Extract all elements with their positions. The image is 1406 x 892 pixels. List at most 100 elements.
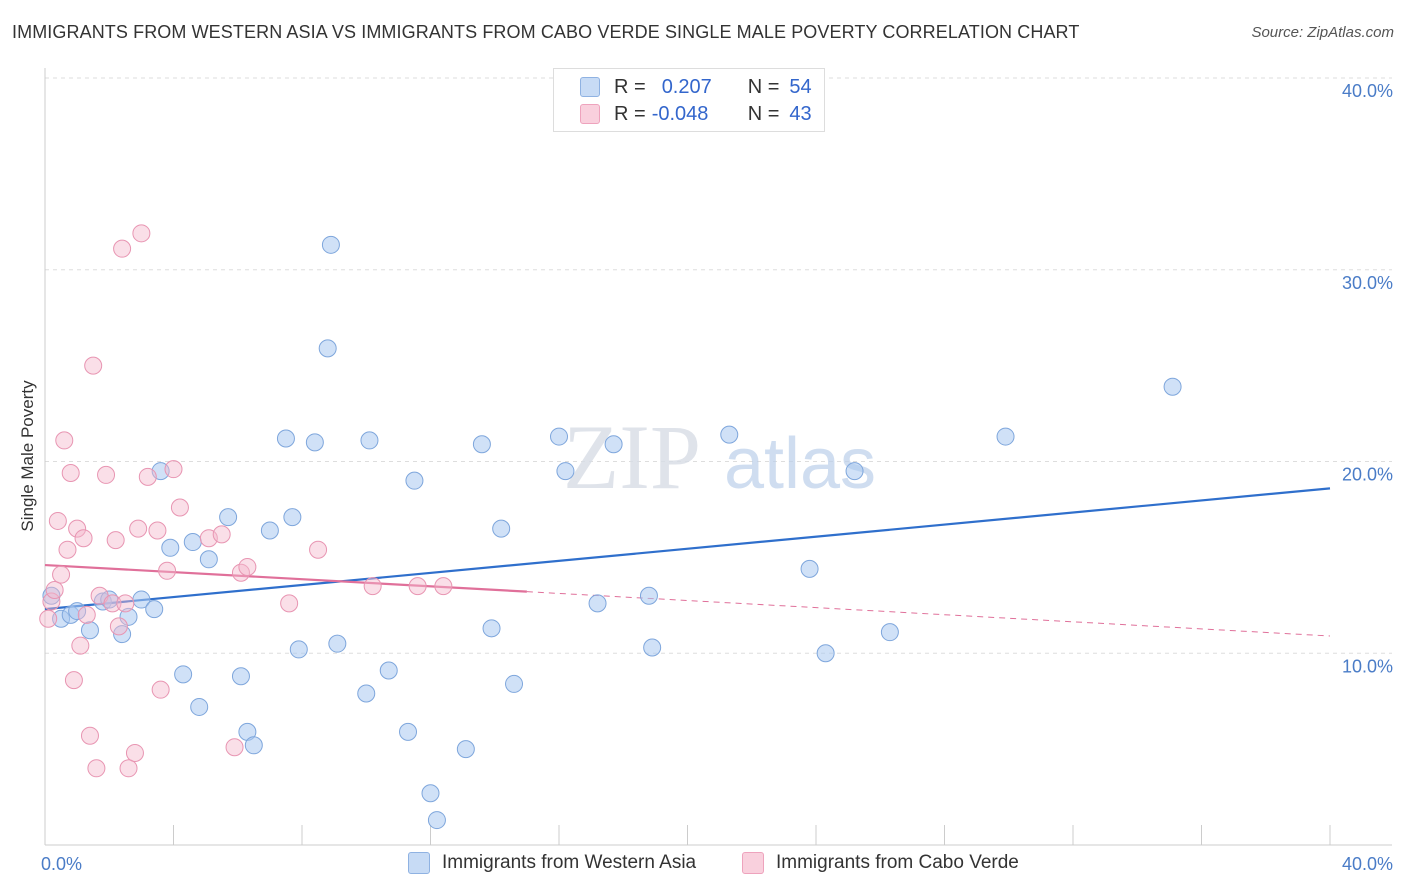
point-western-asia [800,559,819,578]
point-cabo-verde [238,557,257,576]
point-western-asia [318,339,337,358]
y-tick-label: 10.0% [1342,656,1393,676]
legend-r-key: R = [614,102,646,125]
x-tick-label: 0.0% [41,854,82,874]
point-cabo-verde [77,605,96,624]
legend-swatch-blue [580,77,600,97]
series-legend-cabo-verde: Immigrants from Cabo Verde [742,852,1019,874]
point-cabo-verde [408,577,427,596]
source-label: Source: ZipAtlas.com [1251,24,1394,41]
point-cabo-verde [42,592,61,611]
point-cabo-verde [52,565,71,584]
point-western-asia [145,600,164,619]
point-western-asia [190,697,209,716]
point-cabo-verde [64,671,83,690]
point-western-asia [283,508,302,527]
point-western-asia [505,674,524,693]
series-swatch-blue [408,852,430,874]
point-cabo-verde [87,759,106,778]
series-swatch-pink [742,852,764,874]
point-western-asia [305,433,324,452]
legend-r-value: -0.048 [651,102,709,125]
legend-n-value: 54 [789,75,812,98]
point-western-asia [399,722,418,741]
chart-title: IMMIGRANTS FROM WESTERN ASIA VS IMMIGRAN… [12,22,1080,42]
point-cabo-verde [39,609,58,628]
point-cabo-verde [103,594,122,613]
trend-line-cabo-verde-extension [526,591,1331,637]
point-western-asia [720,425,739,444]
point-cabo-verde [280,594,299,613]
point-cabo-verde [109,617,128,636]
tick-labels: 10.0% 20.0% 30.0% 40.0% 0.0% 40.0% [41,81,1393,874]
y-tick-label: 20.0% [1342,465,1393,485]
legend-n-key: N = [747,102,780,125]
legend-row-cabo-verde: R = -0.048 N = 43 [580,102,812,126]
point-western-asia [174,665,193,684]
point-cabo-verde [158,561,177,580]
point-cabo-verde [61,464,80,483]
point-cabo-verde [129,519,148,538]
point-western-asia [183,533,202,552]
legend-r-key: R = [614,75,646,98]
point-western-asia [588,594,607,613]
point-western-asia [639,586,658,605]
point-cabo-verde [55,431,74,450]
point-cabo-verde [71,636,90,655]
point-cabo-verde [119,759,138,778]
y-tick-label: 30.0% [1342,273,1393,293]
point-western-asia [556,462,575,481]
trend-lines [44,487,1331,637]
point-western-asia [379,661,398,680]
trend-line-cabo-verde [44,563,527,593]
point-western-asia [604,435,623,454]
point-western-asia [80,621,99,640]
point-western-asia [276,429,295,448]
point-cabo-verde [434,577,453,596]
point-cabo-verde [68,519,87,538]
point-western-asia [231,667,250,686]
point-cabo-verde [48,511,67,530]
point-western-asia [492,519,511,538]
point-cabo-verde [132,224,151,243]
legend-r-value: 0.207 [661,75,712,98]
point-western-asia [1163,377,1182,396]
point-cabo-verde [164,460,183,479]
series-legend-western-asia: Immigrants from Western Asia [408,852,696,874]
legend-swatch-pink [580,104,600,124]
legend-row-western-asia: R = 0.207 N = 54 [580,75,812,99]
point-cabo-verde [80,726,99,745]
point-cabo-verde [151,680,170,699]
point-western-asia [321,235,340,254]
grid-lines [45,77,1392,654]
point-western-asia [244,736,263,755]
point-cabo-verde [363,577,382,596]
point-western-asia [472,435,491,454]
point-cabo-verde [138,467,157,486]
point-cabo-verde [116,594,135,613]
point-cabo-verde [170,498,189,517]
point-cabo-verde [212,525,231,544]
point-western-asia [161,538,180,557]
point-western-asia [119,607,138,626]
point-cabo-verde [125,743,144,762]
point-cabo-verde [113,239,132,258]
point-cabo-verde [97,465,116,484]
data-points [39,224,1182,830]
point-western-asia [550,427,568,446]
point-western-asia [427,811,446,830]
trend-line-western-asia [44,487,1331,611]
axes [44,68,1392,846]
stats-legend: R = 0.207 N = 54 R = -0.048 N = 43 [553,68,825,132]
point-western-asia [456,740,475,759]
series-legend-label: Immigrants from Western Asia [442,852,697,873]
y-tick-label: 40.0% [1342,81,1393,101]
point-western-asia [357,684,376,703]
point-western-asia [42,586,61,605]
point-western-asia [289,640,308,659]
point-western-asia [68,602,87,621]
series-legend: Immigrants from Western Asia Immigrants … [0,852,1406,878]
point-cabo-verde [106,531,125,550]
x-tick-label: 40.0% [1342,854,1393,874]
